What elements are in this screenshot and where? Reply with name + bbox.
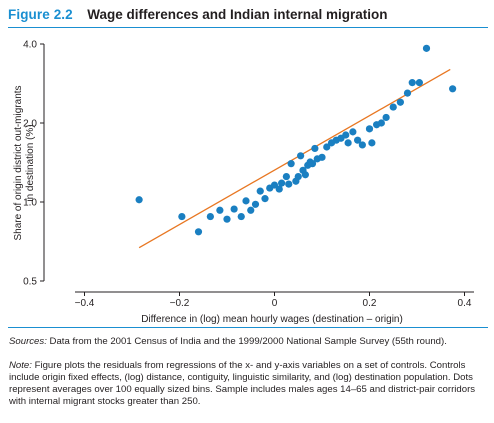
top-rule	[8, 27, 488, 28]
data-point	[270, 181, 279, 189]
data-point	[135, 196, 143, 204]
y-axis-title-line-2: in destination (%)	[25, 124, 36, 201]
data-point	[365, 125, 374, 133]
data-point	[178, 212, 186, 221]
data-point	[308, 160, 317, 168]
data-point	[403, 89, 412, 97]
data-point	[216, 206, 224, 214]
data-point	[242, 197, 250, 205]
data-point	[422, 44, 431, 52]
fitted-line	[138, 68, 451, 249]
data-point	[223, 215, 231, 223]
data-point	[396, 98, 404, 106]
data-point	[287, 160, 295, 168]
data-point	[382, 113, 390, 122]
y-tick-label: 2.0	[23, 119, 37, 130]
data-point	[415, 79, 423, 87]
note-body: Figure plots the residuals from regressi…	[9, 360, 476, 407]
x-axis-ticks: −0.4 −0.2 0 0.2 0.4	[75, 292, 472, 309]
data-point	[251, 200, 260, 208]
data-point	[294, 172, 302, 181]
data-point	[285, 180, 293, 188]
x-tick-label: 0.2	[363, 298, 377, 309]
data-point	[368, 139, 376, 147]
data-point	[354, 136, 362, 144]
x-tick-label: 0.4	[458, 298, 472, 309]
x-axis-title: Difference in (log) mean hourly wages (d…	[141, 314, 403, 325]
data-point	[311, 144, 319, 153]
data-point	[275, 185, 283, 193]
data-point	[194, 228, 203, 236]
data-point	[247, 206, 255, 214]
figure-label: Figure 2.2	[8, 7, 73, 22]
data-point	[261, 195, 269, 203]
data-point	[408, 79, 416, 87]
data-point	[358, 141, 366, 149]
bottom-rule	[8, 327, 488, 328]
data-point	[237, 212, 245, 221]
x-tick-label: −0.4	[75, 298, 95, 309]
x-tick-label: −0.2	[170, 298, 190, 309]
data-point	[349, 128, 357, 136]
sources-lead: Sources:	[9, 336, 47, 347]
data-point	[206, 212, 214, 221]
figure-title: Wage differences and Indian internal mig…	[87, 7, 388, 22]
sources-body: Data from the 2001 Census of India and t…	[46, 336, 447, 347]
y-axis-ticks: 0.5 1.0 2.0 4.0	[23, 40, 44, 288]
data-point	[323, 143, 331, 151]
data-point	[377, 119, 385, 127]
sources-text: Sources: Data from the 2001 Census of In…	[9, 336, 491, 348]
data-point	[318, 153, 326, 161]
data-point	[344, 139, 352, 147]
note-lead: Note:	[9, 360, 32, 371]
data-point	[282, 172, 290, 181]
y-tick-label: 4.0	[23, 40, 37, 51]
x-tick-label: 0	[272, 298, 278, 309]
data-point	[256, 187, 264, 195]
data-point	[230, 205, 238, 213]
data-points	[135, 44, 457, 236]
data-point	[278, 179, 286, 187]
scatter-chart: 0.5 1.0 2.0 4.0 −0.4 −0.2 0 0.2 0.4 Share of or…	[13, 40, 474, 325]
fitted-line-layer	[138, 68, 451, 249]
data-point	[297, 152, 305, 160]
y-tick-label: 0.5	[23, 277, 37, 288]
note-text: Note: Figure plots the residuals from re…	[9, 360, 491, 408]
data-point	[389, 103, 397, 111]
y-tick-label: 1.0	[23, 198, 37, 209]
data-point	[449, 85, 457, 93]
y-axis-title-line-1: Share of origin district out-migrants	[13, 85, 24, 240]
data-point	[301, 171, 309, 179]
figure-header: Figure 2.2 Wage differences and Indian i…	[8, 6, 388, 24]
data-point	[342, 131, 350, 139]
